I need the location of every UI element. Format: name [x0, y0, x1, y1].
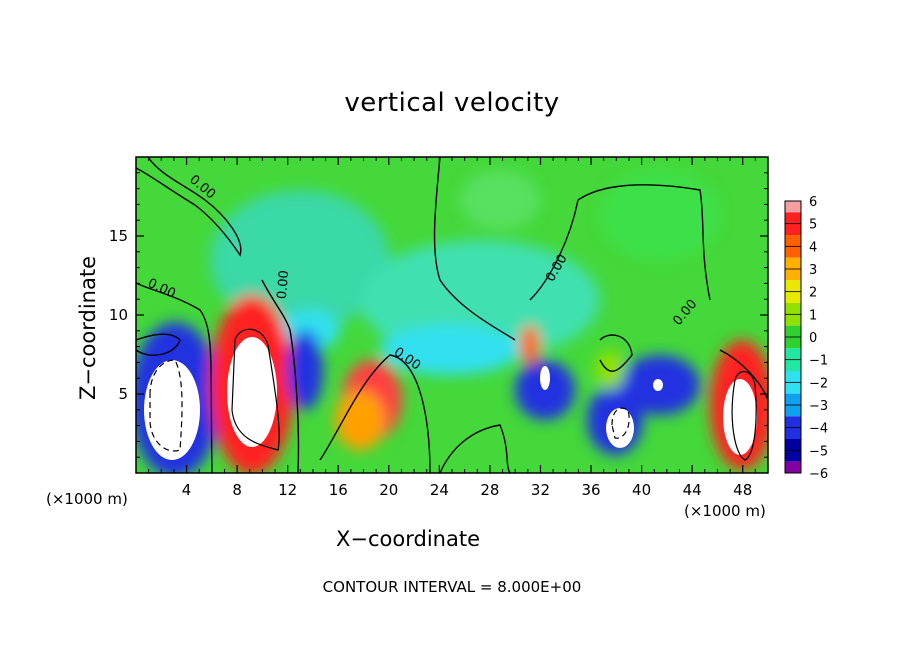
- colorbar-label: 4: [809, 240, 817, 255]
- contour-label: 0.00: [275, 270, 292, 300]
- field-core: [144, 360, 200, 460]
- field-core: [606, 408, 634, 448]
- colorbar-label: 3: [809, 263, 817, 278]
- field-core: [540, 366, 550, 390]
- contour-line: [439, 424, 511, 473]
- x-axis-label: X−coordinate: [336, 527, 480, 551]
- colorbar-label: −3: [809, 399, 828, 414]
- x-unit-right: (×1000 m): [684, 502, 766, 520]
- colorbar-label: −4: [809, 422, 828, 437]
- field-blob: [460, 170, 540, 230]
- y-axis-label: Z−coordinate: [76, 256, 100, 400]
- colorbar-label: 1: [809, 308, 817, 323]
- x-tick-label: 20: [379, 481, 398, 499]
- x-tick-label: 48: [733, 481, 752, 499]
- colorbar-label: 2: [809, 286, 817, 301]
- x-tick-label: 12: [278, 481, 297, 499]
- contour-line: [577, 184, 711, 301]
- x-tick-label: 36: [581, 481, 600, 499]
- contour-positive: [231, 328, 280, 451]
- y-tick-label: 10: [109, 306, 128, 324]
- field-blob: [335, 390, 385, 450]
- y-tick-label: 15: [109, 227, 128, 245]
- contour-line: [529, 199, 579, 301]
- contour-interval-note: CONTOUR INTERVAL = 8.000E+00: [322, 578, 582, 596]
- velocity-field: [136, 157, 768, 473]
- colorbar-label: −1: [809, 354, 828, 369]
- colorbar-label: −5: [809, 444, 828, 459]
- contour-positive: [731, 371, 757, 461]
- y-tick-label: 5: [118, 385, 128, 403]
- contour-line: [136, 157, 242, 257]
- x-tick-label: 40: [632, 481, 651, 499]
- contour-line: [136, 333, 181, 356]
- contour-line: [136, 282, 213, 473]
- field-blob: [380, 325, 520, 375]
- contour-line: [261, 279, 300, 473]
- x-tick-label: 28: [480, 481, 499, 499]
- x-tick-label: 8: [232, 481, 242, 499]
- colorbar-swatch: [785, 461, 801, 473]
- chart-title: vertical velocity: [344, 88, 560, 118]
- contour-negative: [149, 359, 183, 452]
- colorbar-label: 6: [809, 195, 817, 210]
- colorbar: 6 5 4 3 2 1 0 −1 −2 −3 −4 −5 −6: [784, 195, 828, 482]
- field-core: [227, 337, 277, 447]
- x-tick-label: 24: [430, 481, 449, 499]
- field-core: [723, 379, 757, 455]
- field-blob: [210, 190, 390, 330]
- field-core: [653, 379, 663, 391]
- colorbar-swatch: [785, 201, 801, 213]
- x-tick-label: 4: [182, 481, 192, 499]
- colorbar-label: 5: [809, 218, 817, 233]
- contour-line: [319, 354, 431, 473]
- x-axis-ticks: 4 8 12 16 20 24 28 32 36 40 44 48: [148, 157, 756, 499]
- colorbar-label: −2: [809, 376, 828, 391]
- x-unit-left: (×1000 m): [46, 490, 128, 508]
- x-tick-label: 44: [683, 481, 702, 499]
- x-tick-label: 16: [329, 481, 348, 499]
- field-blob: [600, 170, 720, 260]
- field-blob: [595, 350, 625, 390]
- x-tick-label: 32: [531, 481, 550, 499]
- colorbar-label: −6: [809, 467, 828, 482]
- contour-negative: [611, 407, 630, 439]
- y-axis-ticks: 5 10 15: [109, 172, 768, 458]
- colorbar-label: 0: [809, 331, 817, 346]
- contour-lines: [136, 157, 768, 473]
- field-blob: [520, 325, 540, 365]
- contour-line: [433, 157, 516, 341]
- contour-line: [599, 334, 633, 372]
